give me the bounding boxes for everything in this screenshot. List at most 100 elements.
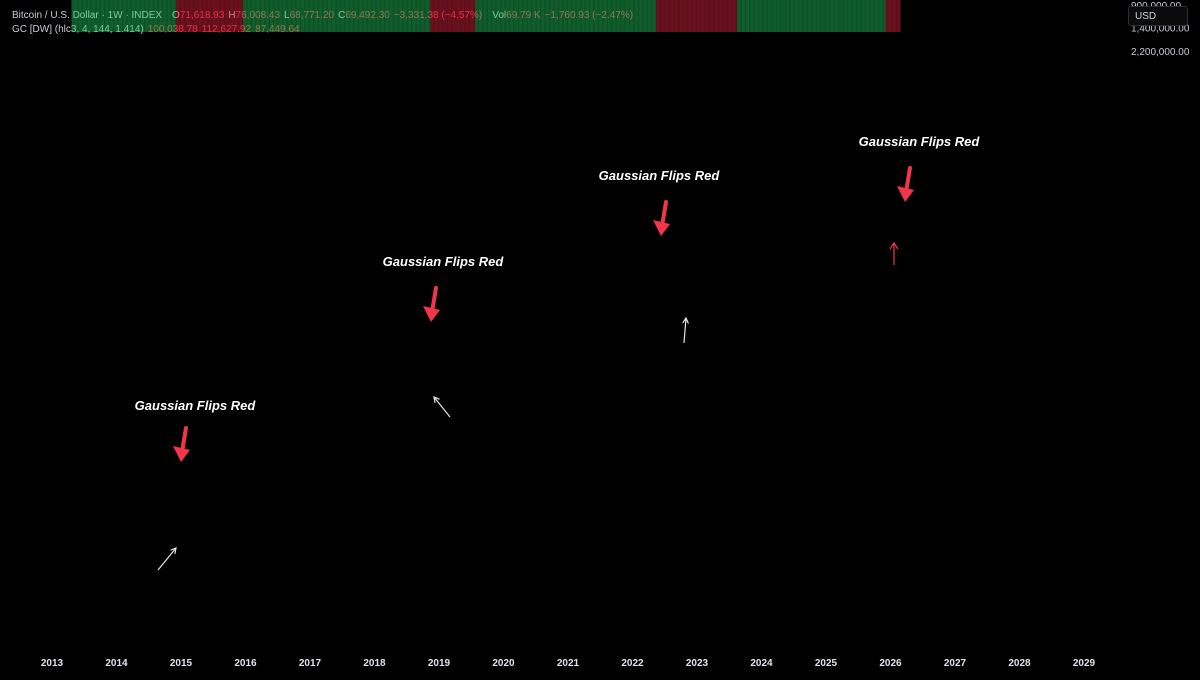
band-segment	[685, 0, 688, 32]
band-segment	[755, 0, 757, 32]
band-segment	[663, 0, 666, 32]
band-segment	[310, 0, 312, 32]
small-red-arrowhead-icon	[889, 241, 899, 250]
band-segment	[420, 0, 423, 32]
band-segment	[828, 0, 831, 32]
time-axis[interactable]: 2013 2014 2015 2016 2017 2018 2019 2020 2021 2022…	[41, 658, 1096, 669]
band-segment	[540, 0, 543, 32]
band-segment	[530, 0, 533, 32]
band-segment	[601, 0, 604, 32]
band-segment	[631, 0, 633, 32]
band-segment	[382, 0, 384, 32]
band-segment	[135, 0, 138, 32]
band-segment	[251, 0, 254, 32]
band-segment	[179, 0, 182, 32]
band-segment	[774, 0, 777, 32]
band-segment	[721, 0, 724, 32]
band-segment	[73, 0, 76, 32]
band-segment	[218, 0, 221, 32]
band-segment	[788, 0, 791, 32]
band-segment	[846, 0, 849, 32]
band-segment	[740, 0, 743, 32]
x-tick-label: 2029	[1073, 658, 1096, 669]
band-segment	[208, 0, 210, 32]
band-segment	[668, 0, 671, 32]
band-segment	[569, 0, 571, 32]
band-segment	[544, 0, 547, 32]
x-tick-label: 2013	[41, 658, 64, 669]
band-segment	[765, 0, 768, 32]
band-segment	[564, 0, 566, 32]
band-segment	[873, 0, 876, 32]
band-segment	[95, 0, 98, 32]
band-segment	[338, 0, 341, 32]
band-segment	[254, 0, 257, 32]
band-segment	[143, 0, 146, 32]
band-segment	[792, 0, 795, 32]
band-segment	[542, 0, 544, 32]
red-arrow-icon	[660, 200, 668, 228]
band-segment	[409, 0, 412, 32]
band-segment	[862, 0, 864, 32]
y-tick-label: 2,200,000.00	[1131, 47, 1190, 58]
band-segment	[386, 0, 388, 32]
band-segment	[258, 0, 261, 32]
band-segment	[279, 0, 281, 32]
band-segment	[804, 0, 806, 32]
band-segment	[654, 0, 657, 32]
band-segment	[116, 0, 119, 32]
band-segment	[273, 0, 276, 32]
band-segment	[556, 0, 559, 32]
gaussian-band	[71, 0, 901, 32]
band-segment	[622, 0, 624, 32]
band-segment	[432, 0, 435, 32]
band-segment	[99, 0, 102, 32]
band-segment	[528, 0, 530, 32]
band-segment	[565, 0, 568, 32]
band-segment	[157, 0, 160, 32]
close-value: 69,492.30	[345, 10, 390, 21]
band-segment	[736, 0, 739, 32]
band-segment	[282, 0, 285, 32]
band-segment	[257, 0, 259, 32]
band-segment	[349, 0, 352, 32]
band-segment	[707, 0, 710, 32]
band-segment	[352, 0, 355, 32]
band-segment	[742, 0, 744, 32]
band-segment	[574, 0, 577, 32]
band-segment	[657, 0, 659, 32]
indicator-value-2: 112,627.92	[201, 24, 252, 35]
band-segment	[597, 0, 600, 32]
band-segment	[147, 0, 150, 32]
band-segment	[666, 0, 668, 32]
band-segment	[503, 0, 506, 32]
band-segment	[641, 0, 644, 32]
band-segment	[853, 0, 855, 32]
band-segment	[91, 0, 94, 32]
band-segment	[466, 0, 468, 32]
band-segment	[175, 0, 178, 32]
band-segment	[823, 0, 826, 32]
x-tick-label: 2026	[879, 658, 902, 669]
band-segment	[494, 0, 497, 32]
band-segment	[357, 0, 360, 32]
band-segment	[495, 0, 498, 32]
band-segment	[596, 0, 599, 32]
band-segment	[275, 0, 277, 32]
currency-selector[interactable]: USD	[1128, 6, 1188, 26]
band-segment	[239, 0, 241, 32]
x-tick-label: 2027	[944, 658, 967, 669]
band-segment	[406, 0, 409, 32]
band-segment	[522, 0, 525, 32]
band-segment	[306, 0, 308, 32]
band-segment	[375, 0, 378, 32]
band-segment	[610, 0, 613, 32]
band-segment	[682, 0, 685, 32]
band-segment	[875, 0, 877, 32]
band-segment	[142, 0, 144, 32]
vol-change: −1,760.93 (−2.47%)	[544, 10, 634, 21]
band-segment	[650, 0, 653, 32]
band-segment	[322, 0, 325, 32]
band-segment	[94, 0, 97, 32]
